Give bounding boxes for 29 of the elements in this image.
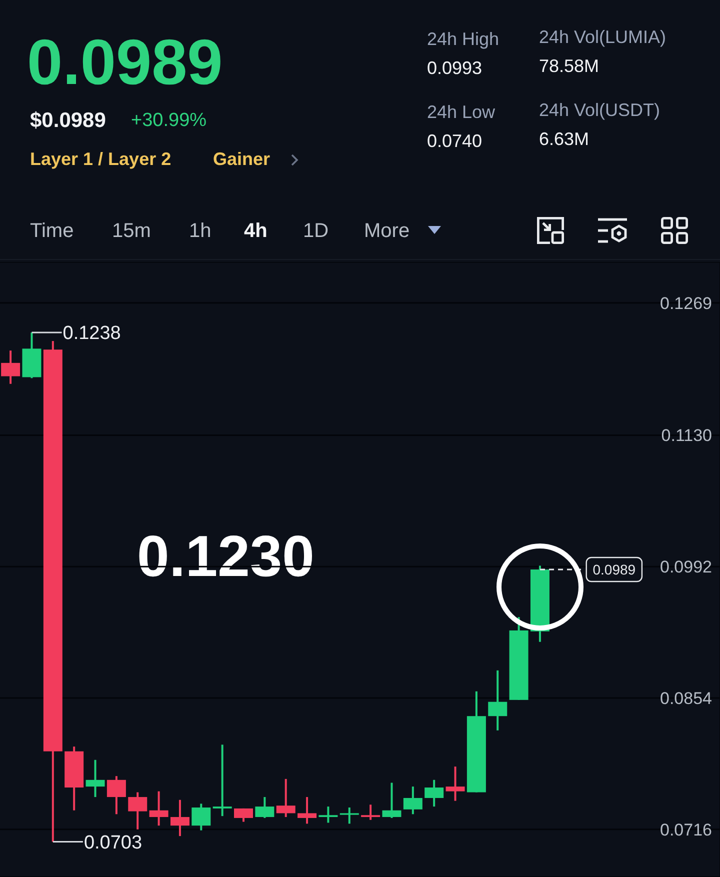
y-tick-label: 0.1130 — [661, 426, 712, 446]
text: 24h High — [427, 29, 500, 51]
text: 15m — [112, 219, 151, 243]
text: 1D — [303, 219, 329, 243]
text: 6.63M — [539, 129, 590, 151]
chart-title: 0.0989 — [27, 24, 223, 100]
text: 78.58M — [539, 56, 600, 78]
ref-line-label: 0.0989 — [592, 561, 636, 578]
text: 24h Vol(LUMIA) — [539, 27, 666, 49]
text: 4h — [244, 219, 268, 243]
candlestick — [212, 744, 232, 816]
annotation: 0.1238 — [62, 323, 121, 344]
y-tick-label: 0.0992 — [660, 558, 712, 577]
text: 24h Vol(USDT) — [539, 100, 660, 122]
annotation: 0.0703 — [84, 832, 142, 854]
text: Layer 1 / Layer 2 — [30, 149, 172, 171]
text: More — [364, 219, 410, 243]
text: Gainer — [213, 149, 270, 171]
text: Time — [30, 219, 74, 243]
text: 24h Low — [427, 102, 496, 124]
y-tick-label: 0.1269 — [660, 294, 712, 313]
text: 0.0740 — [427, 131, 482, 153]
y-tick-label: 0.0854 — [660, 688, 712, 708]
text: +30.99% — [131, 110, 207, 132]
y-tick-label: 0.0716 — [660, 820, 712, 840]
text: $0.0989 — [30, 108, 106, 134]
text: 0.0993 — [427, 58, 482, 80]
annotation: 0.1230 — [137, 523, 314, 592]
text: 1h — [189, 219, 212, 243]
